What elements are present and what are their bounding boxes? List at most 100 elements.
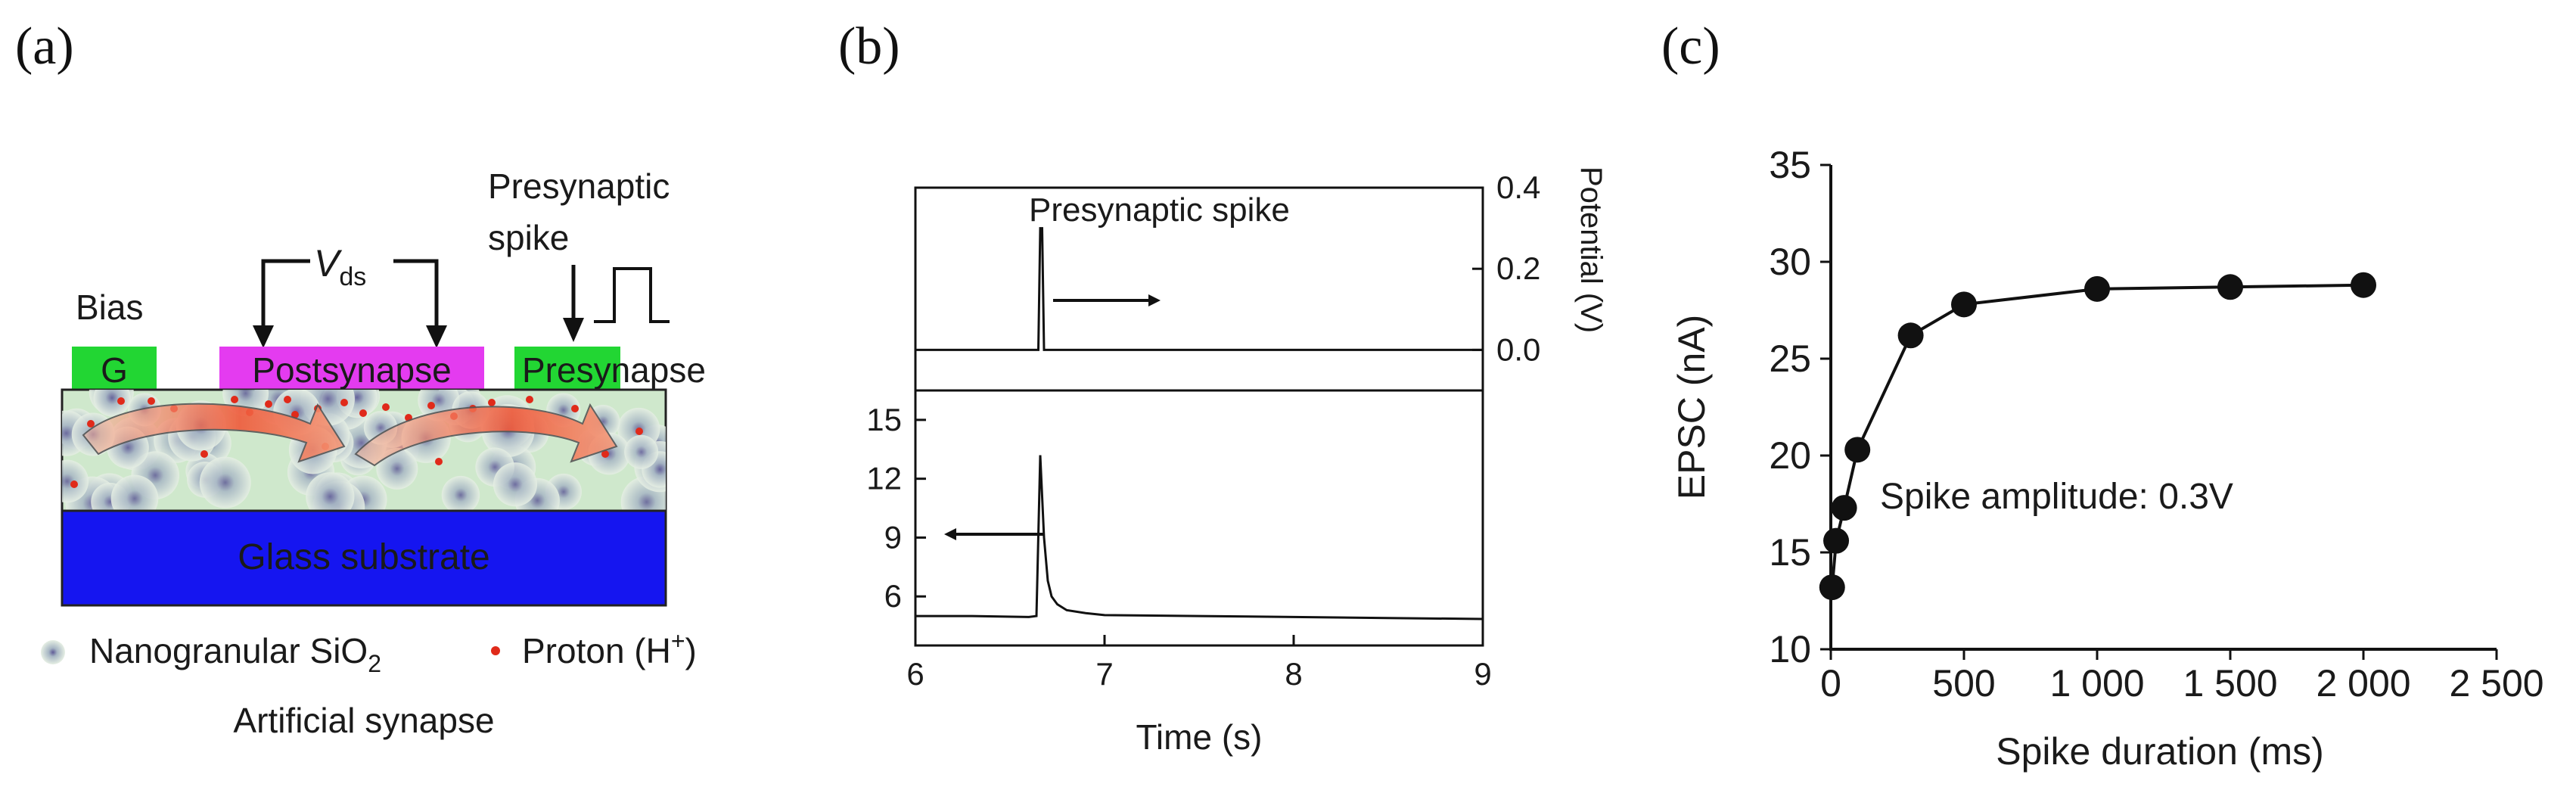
proton-dot (284, 396, 291, 403)
postsynapse-label: Postsynapse (252, 350, 451, 390)
proton-dot (70, 481, 78, 488)
presynaptic-spike-label-line1: Presynaptic (488, 166, 670, 206)
chart-c-ytick-label: 10 (1769, 628, 1811, 670)
nanogranular-legend-icon (41, 640, 65, 664)
chart-b-top-annotation: Presynaptic spike (1029, 191, 1290, 229)
presynapse-electrode (514, 347, 620, 390)
presynaptic-spike-trace (915, 227, 1483, 351)
proton-dot (340, 399, 348, 406)
proton-dot (291, 411, 299, 418)
pulse-icon (594, 267, 670, 323)
panel-label-c: (c) (1661, 17, 1720, 76)
chart-c-data-point (1897, 322, 1924, 349)
chart-c-data-point (1844, 437, 1871, 463)
vds-bracket (261, 259, 439, 333)
proton-dot (265, 400, 272, 408)
proton-dot (231, 396, 238, 403)
chart-c-data-point (1819, 574, 1845, 601)
glass-substrate (61, 509, 667, 607)
presynaptic-arrow-head (563, 318, 584, 342)
presynapse-label: Presynapse (522, 350, 706, 390)
chart-c-data-point (2084, 275, 2110, 302)
proton-dot (427, 402, 435, 409)
left-axis-arrow-head (944, 528, 956, 540)
grain-particle (110, 474, 159, 511)
grain-particle (199, 456, 251, 509)
chart-c-annotation: Spike amplitude: 0.3V (1880, 477, 2233, 517)
chart-b-bottom-ytick-label: 9 (884, 519, 902, 555)
proton-dot (571, 405, 579, 412)
chart-c-data-point (2217, 274, 2243, 300)
vds-arrow-left (253, 325, 274, 348)
chart-c-data-point (1951, 291, 1977, 318)
chart-b-right-ylabel: Potential (V) (1574, 166, 1608, 333)
chart-c-ytick-label: 20 (1769, 434, 1811, 477)
gate-label: G (101, 350, 128, 390)
panel-label-a: (a) (15, 17, 74, 76)
chart-b-bottom-frame (914, 389, 1484, 647)
chart-c-xtick-label: 500 (1932, 662, 1995, 704)
grain-particle (493, 462, 538, 507)
proton-dot (488, 399, 496, 406)
grain-particle (93, 390, 131, 417)
chart-b-xtick-label: 9 (1474, 656, 1491, 692)
presynaptic-spike-label-line2: spike (488, 218, 569, 257)
chart-b-xtick-label: 7 (1095, 656, 1113, 692)
chart-b-top-ytick-label: 0.0 (1496, 331, 1540, 367)
panel-label-b: (b) (838, 17, 900, 76)
proton-dot (601, 450, 609, 458)
chart-b-xlabel: Time (s) (1136, 717, 1263, 757)
proton-dot (435, 458, 443, 465)
grain-particle (376, 447, 418, 490)
chart-c-xtick-label: 1 000 (2049, 662, 2144, 704)
legend-nanogranular: Nanogranular SiO2 (89, 631, 381, 677)
proton-legend-icon (491, 646, 500, 655)
chart-c-ytick-label: 25 (1769, 337, 1811, 380)
right-axis-arrow-head (1148, 294, 1161, 306)
legend-proton: Proton (H+) (522, 627, 697, 670)
chart-c-xtick-label: 2 500 (2449, 662, 2543, 704)
proton-dot (359, 409, 367, 417)
chart-c-xtick-label: 0 (1820, 662, 1841, 704)
vds-arrow-right (426, 325, 447, 348)
proton-dot (635, 428, 643, 435)
proton-dot (526, 396, 533, 403)
proton-dot (200, 450, 208, 458)
chart-b-top-ytick-label: 0.4 (1496, 170, 1540, 205)
chart-b-bottom-ytick-label: 15 (866, 402, 902, 437)
bias-label: Bias (76, 288, 143, 327)
grain-particle (62, 459, 89, 503)
device-schematic: Bias Presynaptic spike Vds G Postsynapse… (41, 166, 706, 740)
proton-dot (117, 397, 125, 405)
proton-dot (382, 403, 390, 411)
chart-c-ytick-label: 15 (1769, 531, 1811, 574)
postsynapse-electrode (219, 347, 484, 390)
chart-b-top-ytick-label: 0.2 (1496, 250, 1540, 286)
ion-flow-arrow-right (354, 403, 618, 467)
chart-c-axes (1829, 165, 2497, 651)
schematic-caption: Artificial synapse (233, 701, 494, 740)
proton-dot (87, 420, 95, 428)
chart-b-xtick-label: 8 (1285, 656, 1302, 692)
chart-c-ylabel: EPSC (nA) (1670, 315, 1713, 500)
chart-c: 10 15 20 25 30 35 0 500 1 000 1 500 2 000 2 500 EPS… (1670, 144, 2544, 773)
chart-c-ytick-label: 35 (1769, 144, 1811, 186)
chart-c-data-point (1823, 527, 1850, 554)
chart-b-bottom-ytick-label: 6 (884, 578, 902, 614)
ion-flow-arrow-left (82, 403, 346, 463)
chart-b: 0.0 0.2 0.4 6 9 12 15 6 7 8 9 Presynaptic spike P… (866, 166, 1608, 757)
chart-b-xtick-label: 6 (906, 656, 924, 692)
chart-c-ytick-label: 30 (1769, 241, 1811, 283)
chart-c-xtick-label: 1 500 (2183, 662, 2277, 704)
epsc-trace (915, 455, 1484, 620)
gate-electrode (72, 347, 157, 390)
chart-c-data-point (1831, 495, 1857, 521)
vds-symbol: Vds (314, 242, 366, 291)
chart-b-bottom-ytick-label: 12 (866, 461, 902, 496)
substrate-label: Glass substrate (238, 537, 489, 577)
grain-particle (306, 472, 355, 511)
proton-dot (148, 397, 155, 405)
grain-particle (441, 475, 480, 511)
chart-c-xlabel: Spike duration (ms) (1996, 730, 2324, 773)
chart-c-xtick-label: 2 000 (2316, 662, 2410, 704)
